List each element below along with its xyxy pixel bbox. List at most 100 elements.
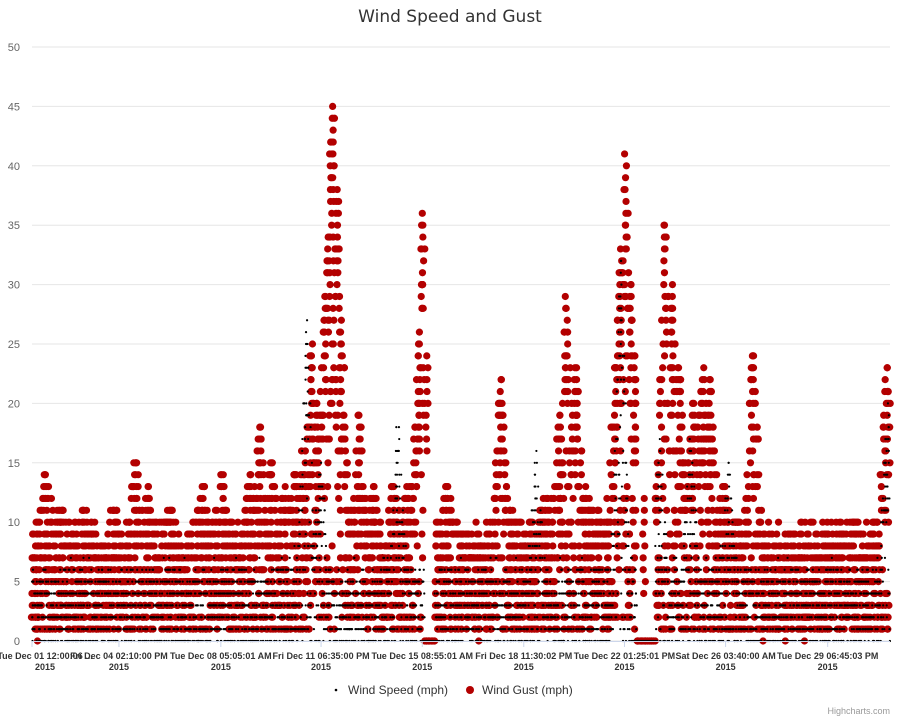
gust-point (323, 554, 331, 562)
gust-peak-point (669, 352, 677, 360)
gust-peak-point (570, 399, 579, 407)
gust-peak-point (418, 209, 426, 217)
gust-peak-point (31, 542, 40, 550)
gust-peak-point (266, 542, 274, 550)
gust-point (396, 554, 405, 562)
gust-peak-point (329, 102, 337, 110)
gust-point (241, 506, 249, 514)
gust-point (369, 613, 378, 621)
gust-point (150, 542, 158, 550)
gust-point (376, 518, 385, 526)
gust-peak-point (43, 482, 51, 491)
gust-peak-point (141, 494, 150, 503)
gust-peak-point (621, 221, 630, 229)
gust-peak-point (561, 376, 569, 384)
gust-peak-point (281, 482, 289, 491)
gust-peak-point (415, 435, 424, 443)
gust-peak-point (219, 530, 227, 538)
gust-peak-point (668, 340, 676, 348)
gust-peak-point (132, 459, 140, 467)
gust-peak-point (337, 387, 346, 396)
gust-peak-point (869, 518, 877, 526)
gust-point (687, 601, 695, 609)
gust-peak-point (247, 518, 256, 526)
gust-peak-point (422, 435, 431, 443)
gust-peak-point (632, 399, 640, 407)
y-tick-label-50: 50 (8, 42, 20, 54)
gust-peak-point (660, 245, 669, 253)
y-tick-label-35: 35 (8, 220, 20, 232)
gust-point (773, 530, 781, 538)
gust-peak-point (641, 542, 649, 550)
gust-peak-point (676, 399, 684, 407)
chart-title: Wind Speed and Gust (358, 7, 542, 27)
gust-peak-point (442, 554, 450, 562)
gust-point (884, 613, 892, 621)
gust-peak-point (324, 304, 332, 312)
gust-point (746, 459, 755, 467)
gust-peak-point (573, 435, 581, 443)
gust-peak-point (370, 482, 378, 491)
gust-peak-point (291, 530, 299, 538)
gust-peak-point (144, 506, 152, 514)
gust-peak-point (705, 399, 713, 407)
gust-point (493, 542, 501, 550)
gust-peak-point (705, 387, 714, 396)
gust-point (747, 554, 755, 562)
gust-peak-point (582, 506, 590, 514)
gust-point (503, 494, 512, 503)
gust-peak-point (629, 411, 638, 419)
gust-peak-point (414, 340, 423, 348)
gust-peak-point (507, 530, 515, 538)
gust-peak-point (329, 174, 337, 182)
gust-peak-point (166, 542, 174, 550)
gust-point (51, 542, 59, 550)
gust-point (325, 411, 333, 419)
gust-point (500, 530, 508, 538)
gust-peak-point (613, 399, 621, 407)
gust-peak-point (697, 399, 705, 407)
gust-peak-point (356, 506, 364, 514)
gust-peak-point (442, 494, 450, 503)
gust-peak-point (871, 542, 879, 550)
gust-point (669, 399, 677, 407)
gust-peak-point (604, 518, 612, 526)
gust-point (213, 506, 221, 514)
gust-point (432, 542, 440, 550)
gust-point (341, 423, 349, 431)
gust-point (548, 518, 557, 526)
gust-point (376, 530, 384, 538)
gust-point (213, 542, 222, 550)
gust-peak-point (458, 542, 467, 550)
gust-peak-point (442, 518, 450, 526)
gust-peak-point (611, 459, 619, 467)
gust-peak-point (330, 162, 338, 170)
gust-peak-point (132, 471, 140, 479)
gust-point (335, 292, 344, 301)
gust-peak-point (313, 399, 321, 407)
speed-point (41, 580, 45, 583)
gust-peak-point (326, 233, 334, 241)
gust-peak-point (322, 376, 330, 384)
gust-point (487, 625, 495, 633)
gust-peak-point (594, 530, 602, 538)
gust-peak-point (355, 482, 363, 491)
gust-peak-point (698, 459, 707, 467)
gust-peak-point (779, 566, 787, 574)
gust-point (142, 613, 151, 621)
gust-point (172, 518, 180, 526)
gust-point (343, 471, 351, 479)
gust-peak-point (144, 554, 152, 562)
gust-peak-point (630, 364, 638, 372)
gust-peak-point (661, 292, 669, 301)
gust-peak-point (622, 209, 630, 217)
gust-peak-point (497, 447, 505, 455)
y-tick-label-0: 0 (14, 636, 20, 648)
gust-point (92, 530, 100, 538)
gust-peak-point (267, 518, 275, 526)
gust-peak-point (699, 423, 707, 431)
gust-point (706, 482, 714, 491)
gust-peak-point (476, 554, 484, 562)
gust-point (677, 482, 685, 491)
gust-peak-point (582, 482, 590, 491)
